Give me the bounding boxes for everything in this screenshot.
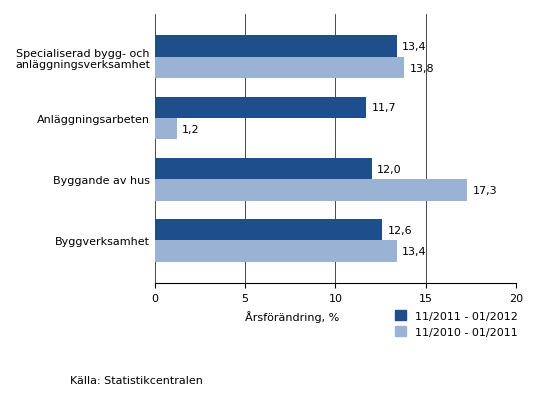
Text: 11,7: 11,7 xyxy=(372,103,396,113)
Text: 17,3: 17,3 xyxy=(472,186,497,195)
Bar xyxy=(155,219,383,241)
Text: 13,4: 13,4 xyxy=(402,247,427,257)
Bar xyxy=(155,241,397,262)
Text: 13,4: 13,4 xyxy=(402,42,427,52)
Bar xyxy=(155,36,397,58)
Bar xyxy=(155,158,372,180)
Legend: 11/2011 - 01/2012, 11/2010 - 01/2011: 11/2011 - 01/2012, 11/2010 - 01/2011 xyxy=(395,311,518,337)
Text: Källa: Statistikcentralen: Källa: Statistikcentralen xyxy=(70,375,203,385)
Bar xyxy=(155,180,467,201)
Text: 12,0: 12,0 xyxy=(377,164,401,174)
Bar xyxy=(155,97,366,119)
Text: 1,2: 1,2 xyxy=(182,124,200,134)
Text: 13,8: 13,8 xyxy=(409,63,434,73)
X-axis label: Årsförändring, %: Årsförändring, % xyxy=(245,310,339,322)
Bar xyxy=(155,58,404,79)
Bar xyxy=(155,119,176,140)
Text: 12,6: 12,6 xyxy=(388,225,413,235)
